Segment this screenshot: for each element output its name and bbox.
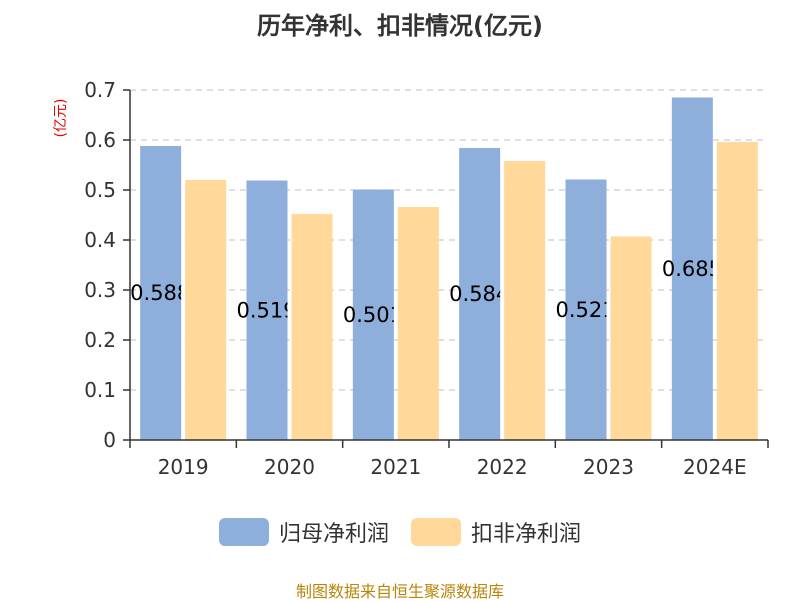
bar-series-1 <box>246 180 288 440</box>
bar-series-2 <box>610 236 652 440</box>
legend-label-series-1: 归母净利润 <box>278 522 389 547</box>
legend-label-series-2: 扣非净利润 <box>471 522 582 547</box>
legend: 归母净利润 扣非净利润 <box>0 516 800 548</box>
x-tick-label: 2020 <box>264 455 315 479</box>
bar-series-1 <box>459 148 501 440</box>
bar-series-2 <box>397 207 439 440</box>
data-label: 0.584 <box>449 282 509 306</box>
bar-series-2 <box>716 142 758 440</box>
y-tick-label: 0.5 <box>84 178 116 202</box>
y-tick-label: 0.4 <box>84 228 116 252</box>
bar-series-1 <box>565 179 607 440</box>
y-tick-label: 0.7 <box>84 78 116 102</box>
y-tick-label: 0.2 <box>84 328 116 352</box>
source-note: 制图数据来自恒生聚源数据库 <box>295 582 504 601</box>
bars <box>140 97 758 440</box>
y-tick-label: 0 <box>103 428 116 452</box>
bar-series-1 <box>140 146 182 440</box>
data-labels: 0.588 0.519 0.501 0.584 0.521 0.685 <box>130 257 722 327</box>
data-label: 0.521 <box>556 298 616 322</box>
gridlines <box>130 89 768 391</box>
bar-series-2 <box>504 161 546 440</box>
axes: 0 0.1 0.2 0.3 0.4 0.5 0.6 0.7 2019 2020 2021 2022 20… <box>84 78 769 479</box>
data-label: 0.685 <box>662 257 722 281</box>
legend-swatch-series-1 <box>218 518 269 546</box>
bar-series-2 <box>185 180 227 440</box>
chart-title: 历年净利、扣非情况(亿元) <box>257 12 543 40</box>
y-tick-label: 0.3 <box>84 278 116 302</box>
y-tick-label: 0.1 <box>84 378 116 402</box>
legend-item-series-2[interactable]: 扣非净利润 <box>411 516 581 548</box>
x-tick-label: 2023 <box>583 455 634 479</box>
data-label: 0.588 <box>130 281 190 305</box>
x-tick-label: 2024E <box>683 455 747 479</box>
data-label: 0.501 <box>343 303 403 327</box>
legend-swatch-series-2 <box>411 518 461 546</box>
bar-series-1 <box>352 189 394 440</box>
legend-item-series-1[interactable]: 归母净利润 <box>218 516 389 548</box>
bar-series-2 <box>291 214 333 440</box>
x-tick-label: 2021 <box>370 455 421 479</box>
x-tick-label: 2019 <box>158 455 209 479</box>
data-label: 0.519 <box>237 298 297 322</box>
x-tick-label: 2022 <box>477 455 528 479</box>
y-tick-label: 0.6 <box>84 128 116 152</box>
bar-series-1 <box>671 97 713 440</box>
